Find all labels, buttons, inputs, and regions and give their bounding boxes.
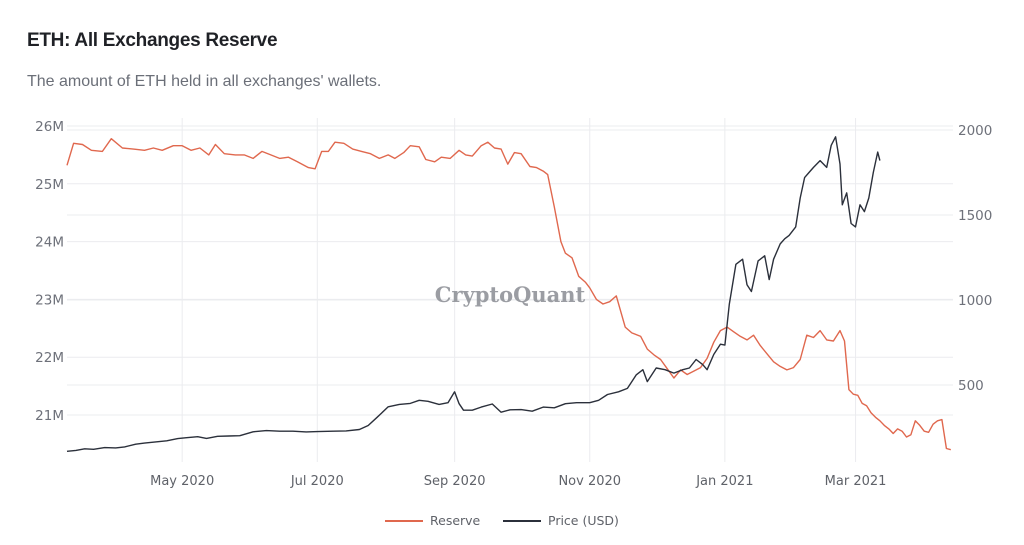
chart-title: ETH: All Exchanges Reserve [27, 30, 278, 51]
x-tick-label: Mar 2021 [825, 474, 887, 489]
x-tick-label: Jan 2021 [695, 474, 753, 489]
left-y-tick-label: 26M [35, 119, 64, 135]
left-y-tick-label: 21M [35, 408, 64, 424]
x-tick-label: Sep 2020 [424, 474, 486, 489]
series-lines [66, 136, 951, 452]
x-tick-label: Jul 2020 [290, 474, 344, 489]
right-y-tick-label: 500 [958, 378, 984, 394]
x-tick-label: May 2020 [150, 474, 214, 489]
gridlines [67, 118, 953, 462]
left-y-tick-label: 24M [35, 235, 64, 251]
right-y-tick-label: 2000 [958, 123, 992, 139]
right-y-tick-label: 1500 [958, 208, 992, 224]
watermark: CryptoQuant [435, 282, 586, 307]
legend-label: Price (USD) [548, 513, 619, 528]
x-axis-ticks: May 2020 Jul 2020 Sep 2020 Nov 2020 Jan 2021… [150, 474, 886, 489]
right-y-axis-ticks: 500 1000 1500 2000 [958, 123, 992, 394]
legend[interactable]: Reserve Price (USD) [385, 513, 619, 528]
legend-label: Reserve [430, 513, 481, 528]
legend-item-price-usd[interactable]: Price (USD) [503, 513, 619, 528]
series-line-reserve [66, 137, 951, 451]
series-line-price-usd [66, 136, 881, 452]
chart-subtitle: The amount of ETH held in all exchanges'… [27, 73, 382, 90]
left-y-tick-label: 25M [35, 177, 64, 193]
left-y-axis-ticks: 21M 22M 23M 24M 25M 26M [35, 119, 64, 424]
right-y-tick-label: 1000 [958, 293, 992, 309]
legend-item-reserve[interactable]: Reserve [385, 513, 481, 528]
x-tick-label: Nov 2020 [558, 474, 621, 489]
left-y-tick-label: 23M [35, 292, 64, 308]
left-y-tick-label: 22M [35, 350, 64, 366]
